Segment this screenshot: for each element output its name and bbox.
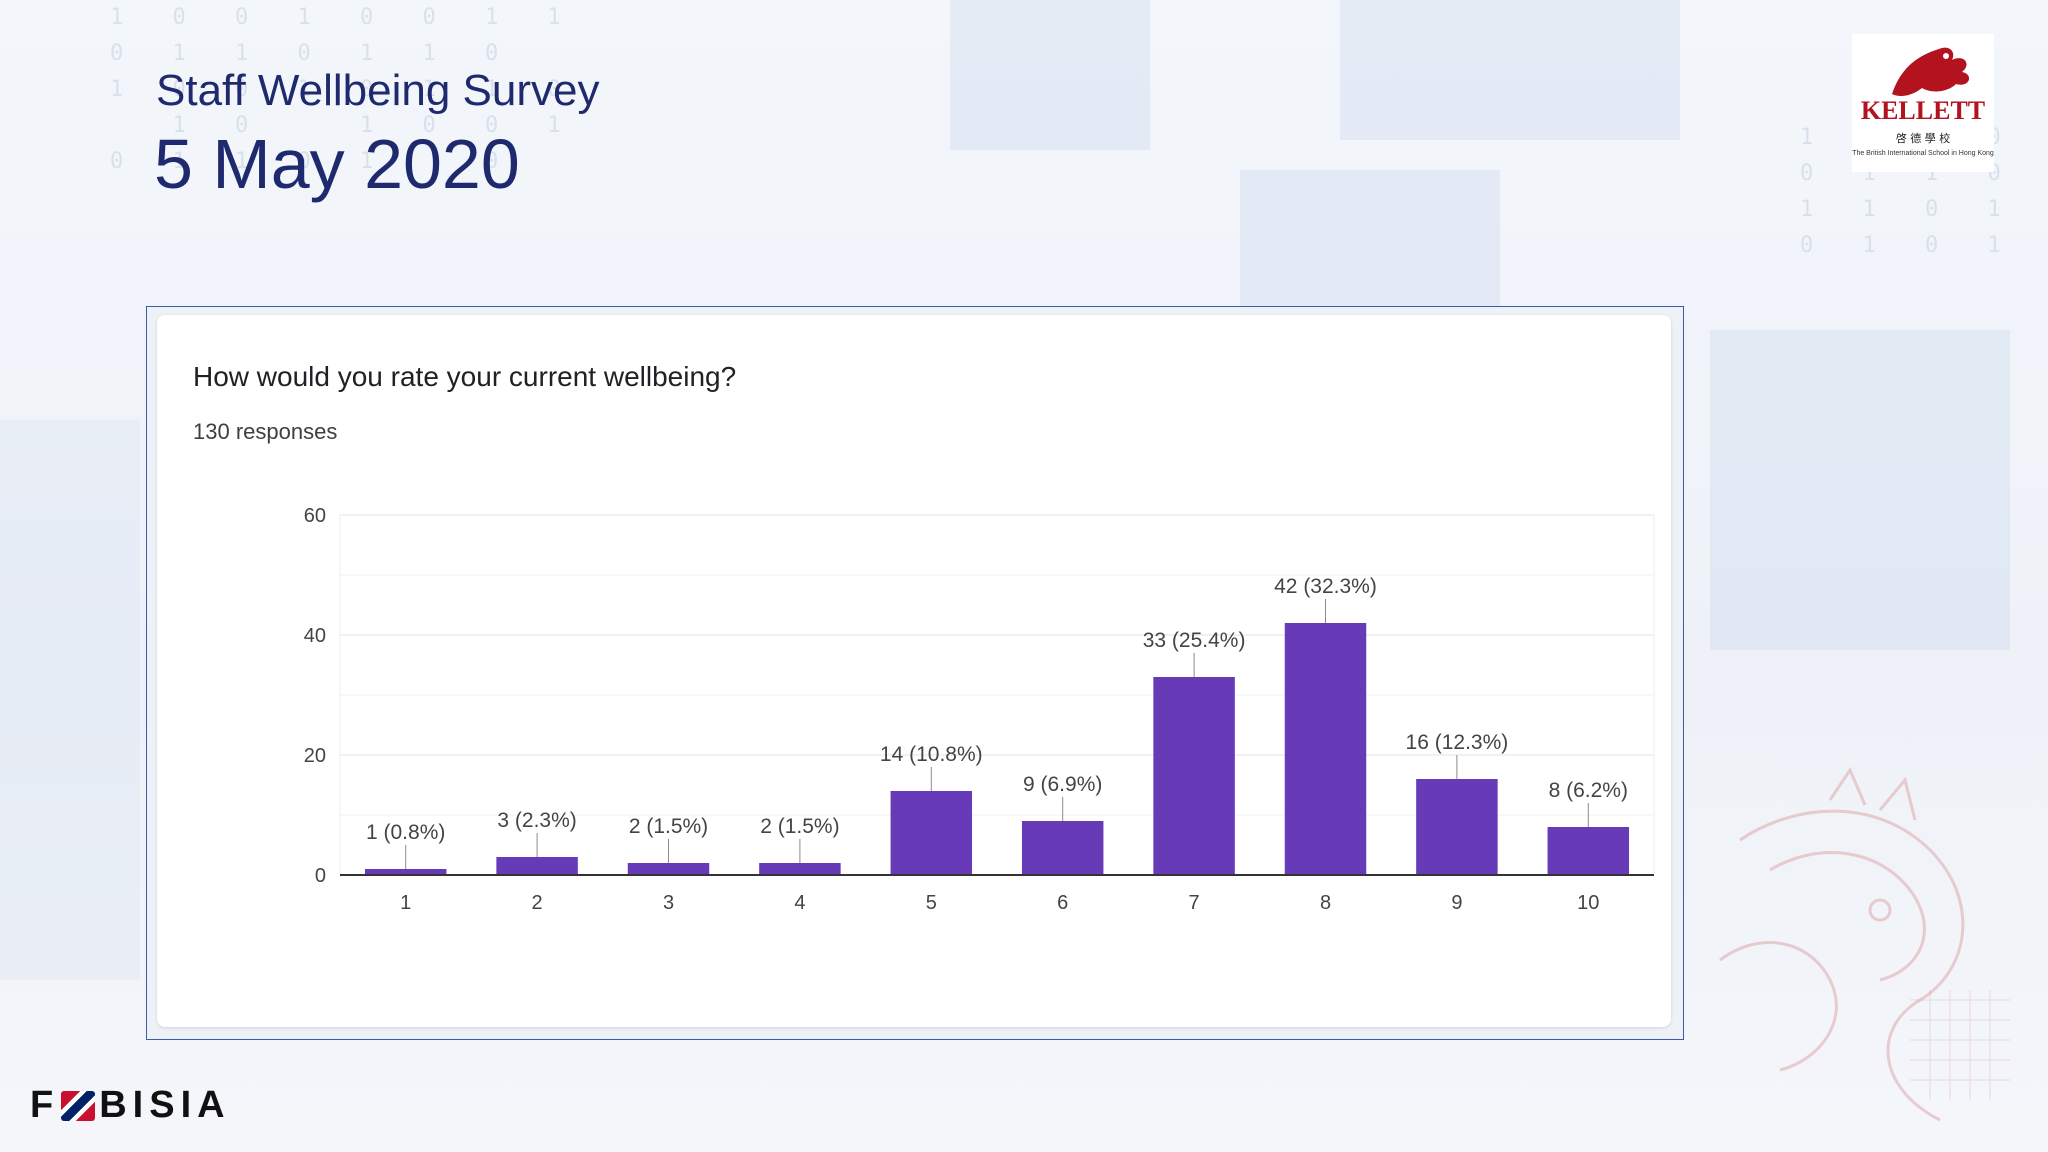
bar bbox=[759, 863, 841, 875]
fobisia-logo-left: F bbox=[30, 1084, 60, 1126]
data-label: 2 (1.5%) bbox=[760, 815, 839, 838]
bar bbox=[890, 791, 973, 875]
bar bbox=[1021, 821, 1104, 875]
chart-frame: How would you rate your current wellbein… bbox=[146, 306, 1684, 1040]
x-tick-label: 6 bbox=[1057, 892, 1068, 914]
bar bbox=[364, 869, 447, 875]
data-label: 14 (10.8%) bbox=[880, 743, 983, 766]
background-block bbox=[1340, 0, 1680, 140]
background-block bbox=[1710, 330, 2010, 650]
school-subtitle: The British International School in Hong… bbox=[1852, 150, 1994, 157]
data-label: 3 (2.3%) bbox=[497, 809, 576, 832]
data-label: 8 (6.2%) bbox=[1549, 779, 1628, 802]
fobisia-logo-right: BISIA bbox=[99, 1084, 231, 1126]
bar bbox=[496, 857, 578, 875]
slide-title: Staff Wellbeing Survey bbox=[156, 66, 600, 115]
background-block bbox=[1240, 170, 1500, 310]
chart-title: How would you rate your current wellbein… bbox=[193, 361, 737, 392]
bar bbox=[1153, 677, 1235, 875]
x-tick-label: 5 bbox=[926, 892, 937, 914]
data-label: 9 (6.9%) bbox=[1023, 773, 1102, 796]
data-label: 16 (12.3%) bbox=[1406, 731, 1509, 754]
data-label: 1 (0.8%) bbox=[366, 821, 445, 844]
background-block bbox=[950, 0, 1150, 150]
dragon-decoration-icon bbox=[1719, 766, 2010, 1122]
x-tick-label: 7 bbox=[1189, 892, 1200, 914]
school-logo: KELLETT 啓 德 學 校 The British Internationa… bbox=[1852, 34, 1994, 172]
bar bbox=[1416, 779, 1498, 875]
data-label: 2 (1.5%) bbox=[629, 815, 708, 838]
school-wordmark: KELLETT bbox=[1860, 96, 1986, 125]
y-tick-label: 0 bbox=[315, 865, 326, 887]
y-tick-label: 60 bbox=[304, 505, 326, 527]
x-tick-label: 3 bbox=[663, 892, 674, 914]
x-tick-label: 4 bbox=[794, 892, 805, 914]
school-chinese-name: 啓 德 學 校 bbox=[1895, 132, 1951, 145]
bar bbox=[1284, 623, 1367, 875]
background-binary-pattern: 1 0 0 1 0 0 1 1 0 1 1 0 1 1 0 1 0 0 1 0 … bbox=[110, 5, 579, 174]
x-tick-label: 9 bbox=[1451, 892, 1462, 914]
x-tick-label: 1 bbox=[400, 892, 411, 914]
chart-card: How would you rate your current wellbein… bbox=[157, 315, 1671, 1027]
response-count: 130 responses bbox=[193, 419, 338, 444]
bar bbox=[627, 863, 710, 875]
data-label: 33 (25.4%) bbox=[1143, 629, 1246, 652]
union-jack-icon bbox=[61, 1090, 96, 1121]
dragon-emblem-icon bbox=[1892, 47, 1970, 96]
fobisia-logo: F BISIA bbox=[30, 1084, 231, 1127]
y-tick-label: 40 bbox=[304, 625, 326, 647]
bar-chart: 0 20 40 60 1 (0.8%) 1 3 (2.3%) 2 2 (1.5%) 3 2 (1.5… bbox=[304, 505, 1655, 914]
y-tick-label: 20 bbox=[304, 745, 326, 767]
x-tick-label: 2 bbox=[532, 892, 543, 914]
background-block bbox=[0, 420, 140, 980]
bar bbox=[1547, 827, 1630, 875]
slide-date: 5 May 2020 bbox=[154, 125, 520, 203]
x-tick-label: 8 bbox=[1320, 892, 1331, 914]
data-label: 42 (32.3%) bbox=[1274, 575, 1377, 598]
x-tick-label: 10 bbox=[1577, 892, 1599, 914]
